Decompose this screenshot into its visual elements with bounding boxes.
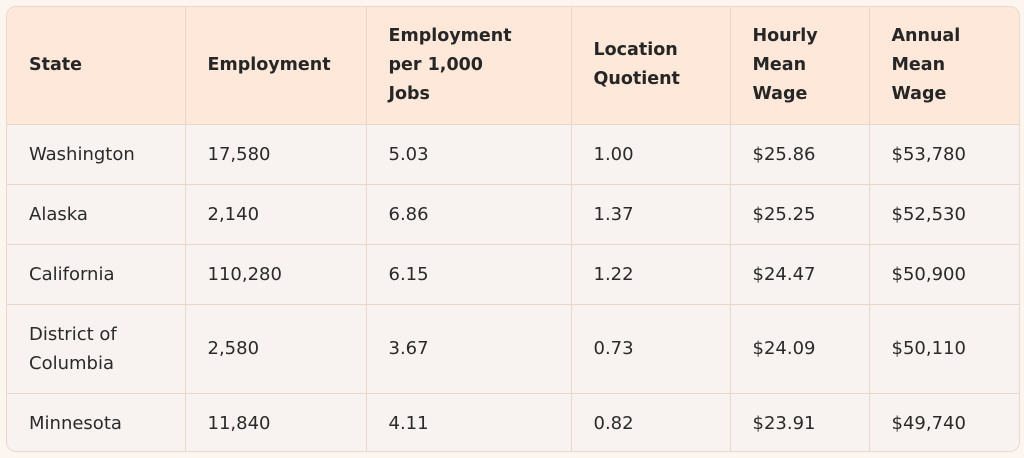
cell-employment-per-1000: 4.11 [366,393,572,451]
header-employment-per-1000: Employment per 1,000 Jobs [366,7,572,125]
header-annual-mean-wage: Annual Mean Wage [869,7,1019,125]
cell-employment: 17,580 [185,124,367,185]
cell-hourly-mean-wage: $25.25 [730,184,870,245]
cell-hourly-mean-wage: $23.91 [730,393,870,451]
cell-state: Washington [7,124,186,185]
cell-hourly-mean-wage: $24.09 [730,304,870,394]
cell-location-quotient: 0.82 [571,393,731,451]
cell-state: California [7,244,186,305]
cell-location-quotient: 0.73 [571,304,731,394]
header-hourly-mean-wage: Hourly Mean Wage [730,7,870,125]
cell-annual-mean-wage: $50,110 [869,304,1019,394]
header-state: State [7,7,186,125]
table-row: California 110,280 6.15 1.22 $24.47 $50,… [7,244,1019,305]
cell-employment-per-1000: 6.15 [366,244,572,305]
cell-state: District of Columbia [7,304,186,394]
table-row: Alaska 2,140 6.86 1.37 $25.25 $52,530 [7,184,1019,245]
cell-location-quotient: 1.37 [571,184,731,245]
cell-state: Alaska [7,184,186,245]
cell-employment-per-1000: 3.67 [366,304,572,394]
cell-annual-mean-wage: $50,900 [869,244,1019,305]
header-employment: Employment [185,7,367,125]
cell-employment: 110,280 [185,244,367,305]
header-location-quotient: Location Quotient [571,7,731,125]
wage-table: State Employment Employment per 1,000 Jo… [7,7,1019,451]
cell-employment: 2,140 [185,184,367,245]
cell-employment: 11,840 [185,393,367,451]
cell-hourly-mean-wage: $24.47 [730,244,870,305]
header-row: State Employment Employment per 1,000 Jo… [7,7,1019,125]
cell-hourly-mean-wage: $25.86 [730,124,870,185]
cell-annual-mean-wage: $53,780 [869,124,1019,185]
cell-annual-mean-wage: $49,740 [869,393,1019,451]
table-row: Washington 17,580 5.03 1.00 $25.86 $53,7… [7,124,1019,185]
cell-employment-per-1000: 5.03 [366,124,572,185]
cell-employment-per-1000: 6.86 [366,184,572,245]
cell-annual-mean-wage: $52,530 [869,184,1019,245]
cell-employment: 2,580 [185,304,367,394]
data-table-container: State Employment Employment per 1,000 Jo… [6,6,1020,452]
table-row: District of Columbia 2,580 3.67 0.73 $24… [7,304,1019,394]
cell-location-quotient: 1.22 [571,244,731,305]
cell-location-quotient: 1.00 [571,124,731,185]
cell-state: Minnesota [7,393,186,451]
table-row: Minnesota 11,840 4.11 0.82 $23.91 $49,74… [7,393,1019,451]
